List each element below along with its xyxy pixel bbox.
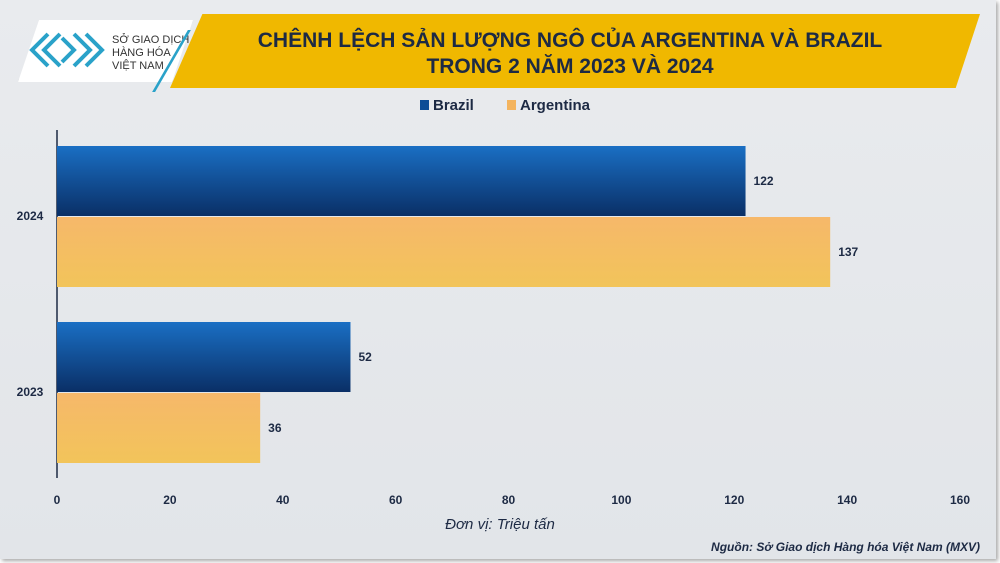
x-tick-label-20: 20 (163, 493, 177, 507)
category-label-2023: 2023 (17, 385, 44, 399)
title-line-1: CHÊNH LỆCH SẢN LƯỢNG NGÔ CỦA ARGENTINA V… (257, 29, 883, 52)
x-axis-label: Đơn vị: Triệu tấn (445, 516, 555, 533)
logo-text: SỞ GIAO DỊCH HÀNG HÓA VIỆT NAM (112, 34, 189, 73)
x-tick-label-100: 100 (611, 493, 631, 507)
x-tick-label-0: 0 (54, 493, 61, 507)
legend-swatch-argentina (507, 100, 516, 110)
bar-argentina-2024 (57, 217, 831, 287)
x-tick-label-40: 40 (276, 493, 290, 507)
source-note: Nguồn: Sở Giao dịch Hàng hóa Việt Nam (M… (711, 540, 980, 554)
logo-line: VIỆT NAM (112, 60, 164, 72)
title-banner (170, 14, 980, 88)
legend-swatch-brazil (420, 100, 429, 110)
logo-line: SỞ GIAO DỊCH (112, 34, 190, 46)
bar-brazil-2023 (57, 322, 351, 392)
data-label-argentina-2024: 137 (838, 245, 858, 259)
x-tick-label-60: 60 (389, 493, 403, 507)
bar-brazil-2024 (57, 146, 746, 216)
chart-title: CHÊNH LỆCH SẢN LƯỢNG NGÔ CỦA ARGENTINA V… (200, 28, 940, 80)
category-label-2024: 2024 (17, 209, 44, 223)
data-label-brazil-2024: 122 (754, 174, 774, 188)
legend-label-brazil: Brazil (433, 97, 474, 114)
title-line-2: TRONG 2 NĂM 2023 VÀ 2024 (426, 55, 714, 78)
x-tick-label-120: 120 (724, 493, 744, 507)
legend-label-argentina: Argentina (520, 97, 591, 114)
bar-argentina-2023 (57, 393, 261, 463)
data-label-argentina-2023: 36 (268, 421, 282, 435)
logo-line: HÀNG HÓA (112, 47, 171, 59)
data-label-brazil-2023: 52 (358, 350, 372, 364)
logo-mark-icon (29, 32, 105, 68)
x-tick-label-160: 160 (950, 493, 970, 507)
x-tick-label-140: 140 (837, 493, 857, 507)
x-tick-label-80: 80 (502, 493, 516, 507)
